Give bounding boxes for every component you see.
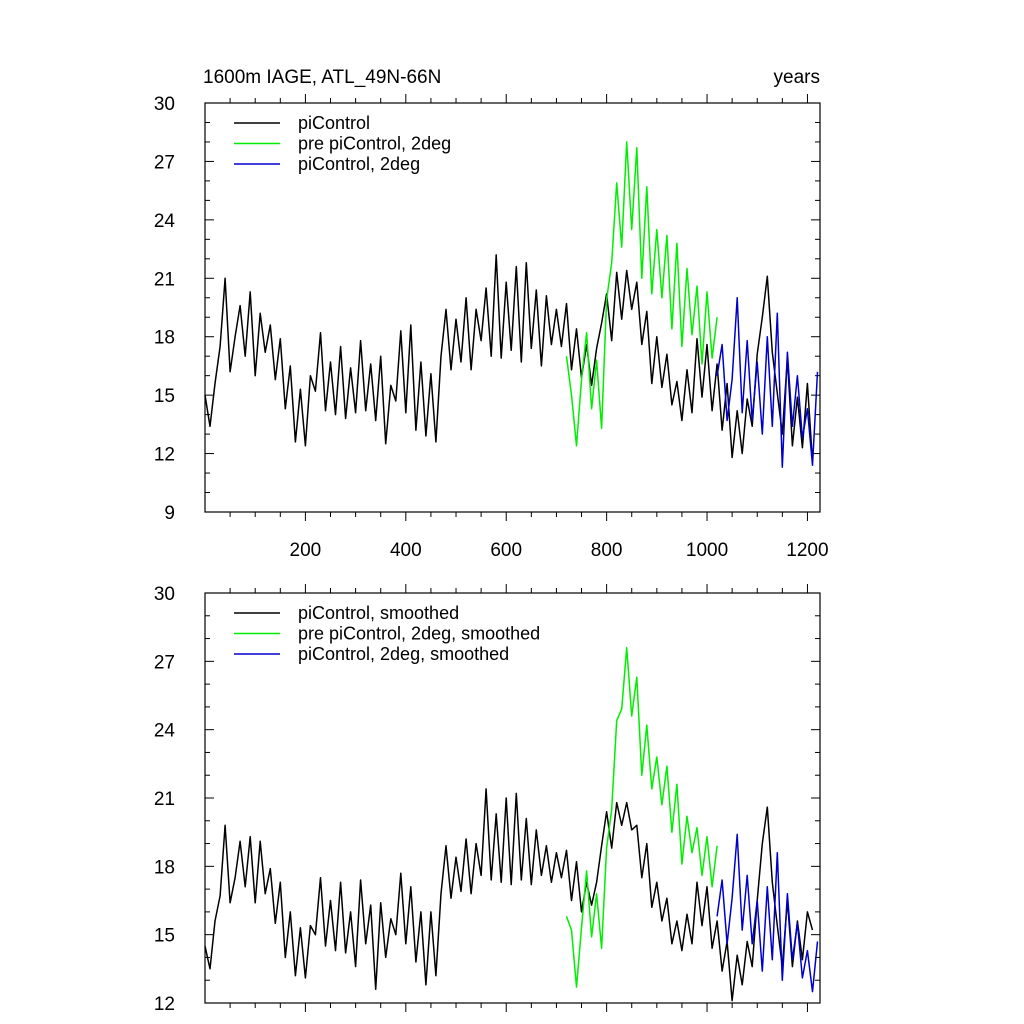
y-tick-label: 24 [154,211,176,232]
series-line-1 [565,141,718,447]
y-tick-label: 21 [154,269,175,290]
series-line-1 [565,646,718,988]
y-tick-label: 9 [164,503,175,524]
y-tick-label: 12 [154,994,175,1015]
series-line-0 [204,254,814,462]
y-tick-label: 18 [154,857,175,878]
y-tick-label: 30 [154,584,175,605]
y-tick-label: 24 [154,721,176,742]
legend-label-0: piControl, smoothed [298,603,459,623]
top-panel: 9 12 15 18 21 24 27 30 200 400 600 800 1000 1200 piCon… [154,94,829,561]
y-tick-label: 15 [154,386,175,407]
legend-label-2: piControl, 2deg [298,154,420,174]
legend-label-1: pre piControl, 2deg, smoothed [298,624,540,644]
chart-title: 1600m IAGE, ATL_49N-66N [203,67,441,88]
series-line-0 [204,788,814,1002]
chart-title-right: years [774,67,820,88]
plot-frame [204,102,821,513]
x-tick-label: 600 [490,540,522,561]
y-tick-label: 30 [154,94,175,115]
x-tick-label: 800 [591,540,623,561]
x-tick-label: 200 [290,540,322,561]
legend-label-1: pre piControl, 2deg [298,134,451,154]
y-tick-label: 21 [154,789,175,810]
series-line-2 [716,297,819,468]
legend-label-2: piControl, 2deg, smoothed [298,644,509,664]
y-tick-label: 27 [154,152,175,173]
y-tick-label: 15 [154,926,175,947]
series-line-2 [716,833,819,993]
y-tick-label: 27 [154,652,175,673]
x-tick-label: 400 [390,540,422,561]
x-tick-label: 1200 [786,540,828,561]
legend-label-0: piControl [298,113,370,133]
y-tick-label: 12 [154,445,175,466]
y-tick-label: 18 [154,328,175,349]
x-tick-label: 1000 [686,540,728,561]
